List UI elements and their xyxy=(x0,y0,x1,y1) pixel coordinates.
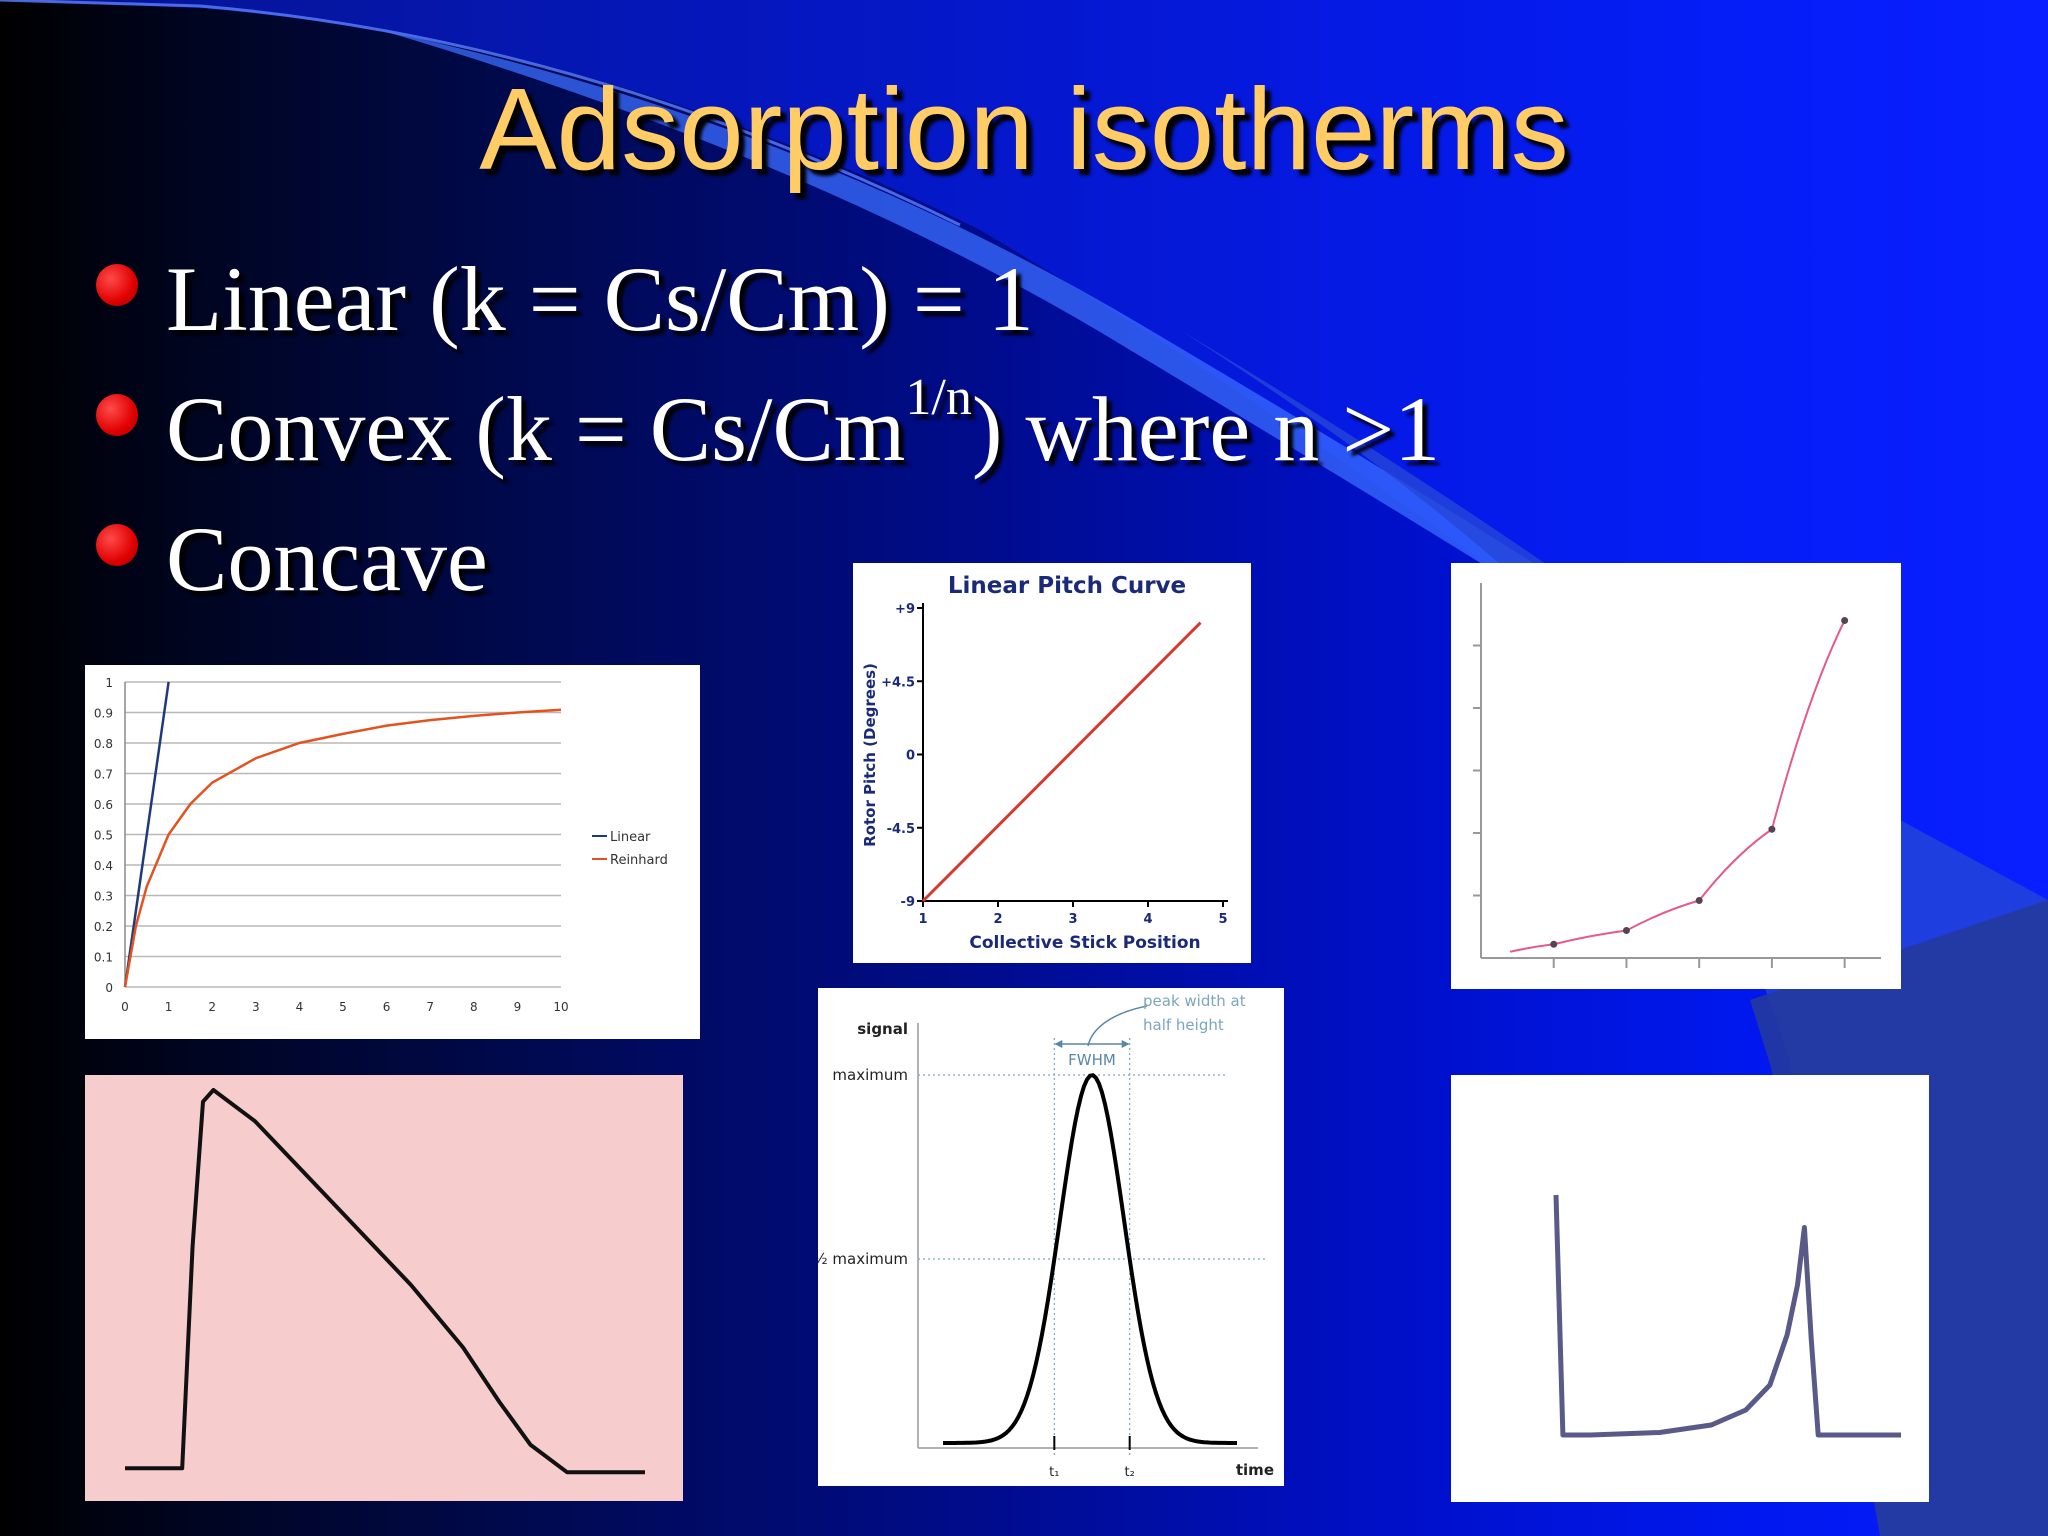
y-tick-label: 0.9 xyxy=(94,707,113,721)
slide-title: Adsorption isotherms xyxy=(479,64,1569,194)
chart-tailing-peak-svg xyxy=(85,1075,683,1501)
x-axis-label: Collective Stick Position xyxy=(969,933,1200,953)
x-tick-label: 5 xyxy=(339,1000,347,1014)
chart-background xyxy=(85,1075,683,1501)
bullet-superscript: 1/n xyxy=(905,369,972,426)
annotation-text: peak width at xyxy=(1143,992,1246,1010)
annotation-leader xyxy=(1087,1005,1148,1047)
t1-label: t₁ xyxy=(1049,1465,1059,1480)
x-tick-label: 2 xyxy=(993,912,1002,927)
x-tick-label: 3 xyxy=(1068,912,1077,927)
y-tick-label: -9 xyxy=(901,895,915,910)
data-point xyxy=(1768,825,1776,833)
data-point xyxy=(1841,617,1849,624)
y-tick-label: 0.8 xyxy=(94,737,113,751)
y-tick-label: +9 xyxy=(895,602,915,617)
chart-linear-reinhard-svg: 00.10.20.30.40.50.60.70.80.910 1 2 3 4 5 6 7 8 9 1… xyxy=(94,676,668,1014)
data-point xyxy=(1695,897,1703,904)
annotation-text: half height xyxy=(1143,1016,1224,1034)
bullet-dot-icon xyxy=(96,263,138,306)
chart-tailing-peak xyxy=(85,1075,683,1501)
y-tick-label: +4.5 xyxy=(881,675,915,690)
x-tick-label: 6 xyxy=(383,1000,391,1014)
series-line-linear xyxy=(123,681,170,988)
bullet-text: Concave xyxy=(166,508,488,610)
y-tick-label: 0.4 xyxy=(94,859,113,873)
series-line xyxy=(125,1088,645,1475)
series-line xyxy=(921,621,1202,903)
y-axis-label: Rotor Pitch (Degrees) xyxy=(861,663,879,847)
y-tick-label: 0 xyxy=(105,981,113,995)
x-tick-label: 0 xyxy=(121,1000,129,1014)
bullet-linear: Linear (k = Cs/Cm) = 1 xyxy=(96,246,1034,352)
x-tick-label: 4 xyxy=(1143,912,1152,927)
x-tick-label: 1 xyxy=(918,912,927,927)
x-tick-label: 7 xyxy=(426,1000,434,1014)
legend-label: Linear xyxy=(610,830,651,845)
level-label-max: maximum xyxy=(832,1066,908,1084)
bullet-text-pre: Convex (k = Cs/Cm xyxy=(166,378,906,480)
bullet-dot-icon xyxy=(96,523,138,566)
x-tick-label: 10 xyxy=(553,1000,568,1014)
chart-convex-svg xyxy=(1473,583,1881,968)
y-tick-label: 0 xyxy=(906,749,915,764)
bullet-text: Linear (k = Cs/Cm) = 1 xyxy=(166,248,1034,350)
chart-gaussian-fwhm: FWHM peak width at half height signal maximu… xyxy=(818,988,1284,1486)
chart-linear-reinhard: 0 0.1 0.2 0.3 0.4 0.5 0.6 0.7 0.8 0.9 1 0 1 2 3 4 5 6 7 8 9 1… xyxy=(85,665,700,1039)
y-tick-label: 0.1 xyxy=(94,951,113,965)
y-tick-label: 0.5 xyxy=(94,829,113,843)
level-label-half: ½ maximum xyxy=(818,1250,908,1268)
legend-label: Reinhard xyxy=(610,853,668,868)
x-tick-label: 1 xyxy=(165,1000,173,1014)
bullet-dot-icon xyxy=(96,393,138,436)
x-axis-label: time xyxy=(1236,1461,1274,1479)
bullet-convex: Convex (k = Cs/Cm1/n) where n >1 xyxy=(96,369,1441,482)
series-curve xyxy=(1509,620,1846,953)
y-axis-label: signal xyxy=(857,1020,908,1038)
y-tick-label: 0.6 xyxy=(94,798,113,812)
x-tick-label: 8 xyxy=(470,1000,478,1014)
bullet-concave: Concave xyxy=(96,506,488,612)
fwhm-label: FWHM xyxy=(1068,1051,1116,1069)
bullet-text-post: ) where n >1 xyxy=(971,378,1441,480)
x-tick-label: 5 xyxy=(1218,912,1227,927)
t2-label: t₂ xyxy=(1125,1465,1135,1480)
chart-linear-pitch: Linear Pitch Curve +9 +4.5 0 -4.5 -9 1 2 3 4 5 Coll… xyxy=(853,563,1251,963)
gaussian-curve xyxy=(943,1073,1237,1445)
chart-linear-pitch-svg: Linear Pitch Curve +9 +4.5 0 -4.5 -91 2 3 4 5 Coll… xyxy=(861,573,1228,953)
y-tick-label: 1 xyxy=(105,676,113,690)
data-point xyxy=(1550,940,1558,948)
series-line-reinhard xyxy=(123,708,562,988)
x-tick-label: 2 xyxy=(208,1000,216,1014)
y-tick-label: 0.7 xyxy=(94,768,113,782)
y-tick-label: -4.5 xyxy=(887,822,915,837)
chart-gaussian-fwhm-svg: FWHM peak width at half height signal maximu… xyxy=(818,992,1274,1480)
y-tick-label: 0.3 xyxy=(94,890,113,904)
chart-convex xyxy=(1451,563,1901,989)
data-point xyxy=(1622,927,1630,934)
chart-fronting-peak xyxy=(1451,1075,1929,1502)
y-tick-label: 0.2 xyxy=(94,920,113,934)
x-tick-label: 3 xyxy=(252,1000,260,1014)
chart-fronting-peak-svg xyxy=(1553,1194,1901,1438)
chart-title: Linear Pitch Curve xyxy=(948,573,1186,599)
x-tick-label: 4 xyxy=(296,1000,304,1014)
series-line xyxy=(1553,1194,1901,1438)
x-tick-label: 9 xyxy=(514,1000,522,1014)
fwhm-arrowheads xyxy=(1054,1040,1130,1048)
